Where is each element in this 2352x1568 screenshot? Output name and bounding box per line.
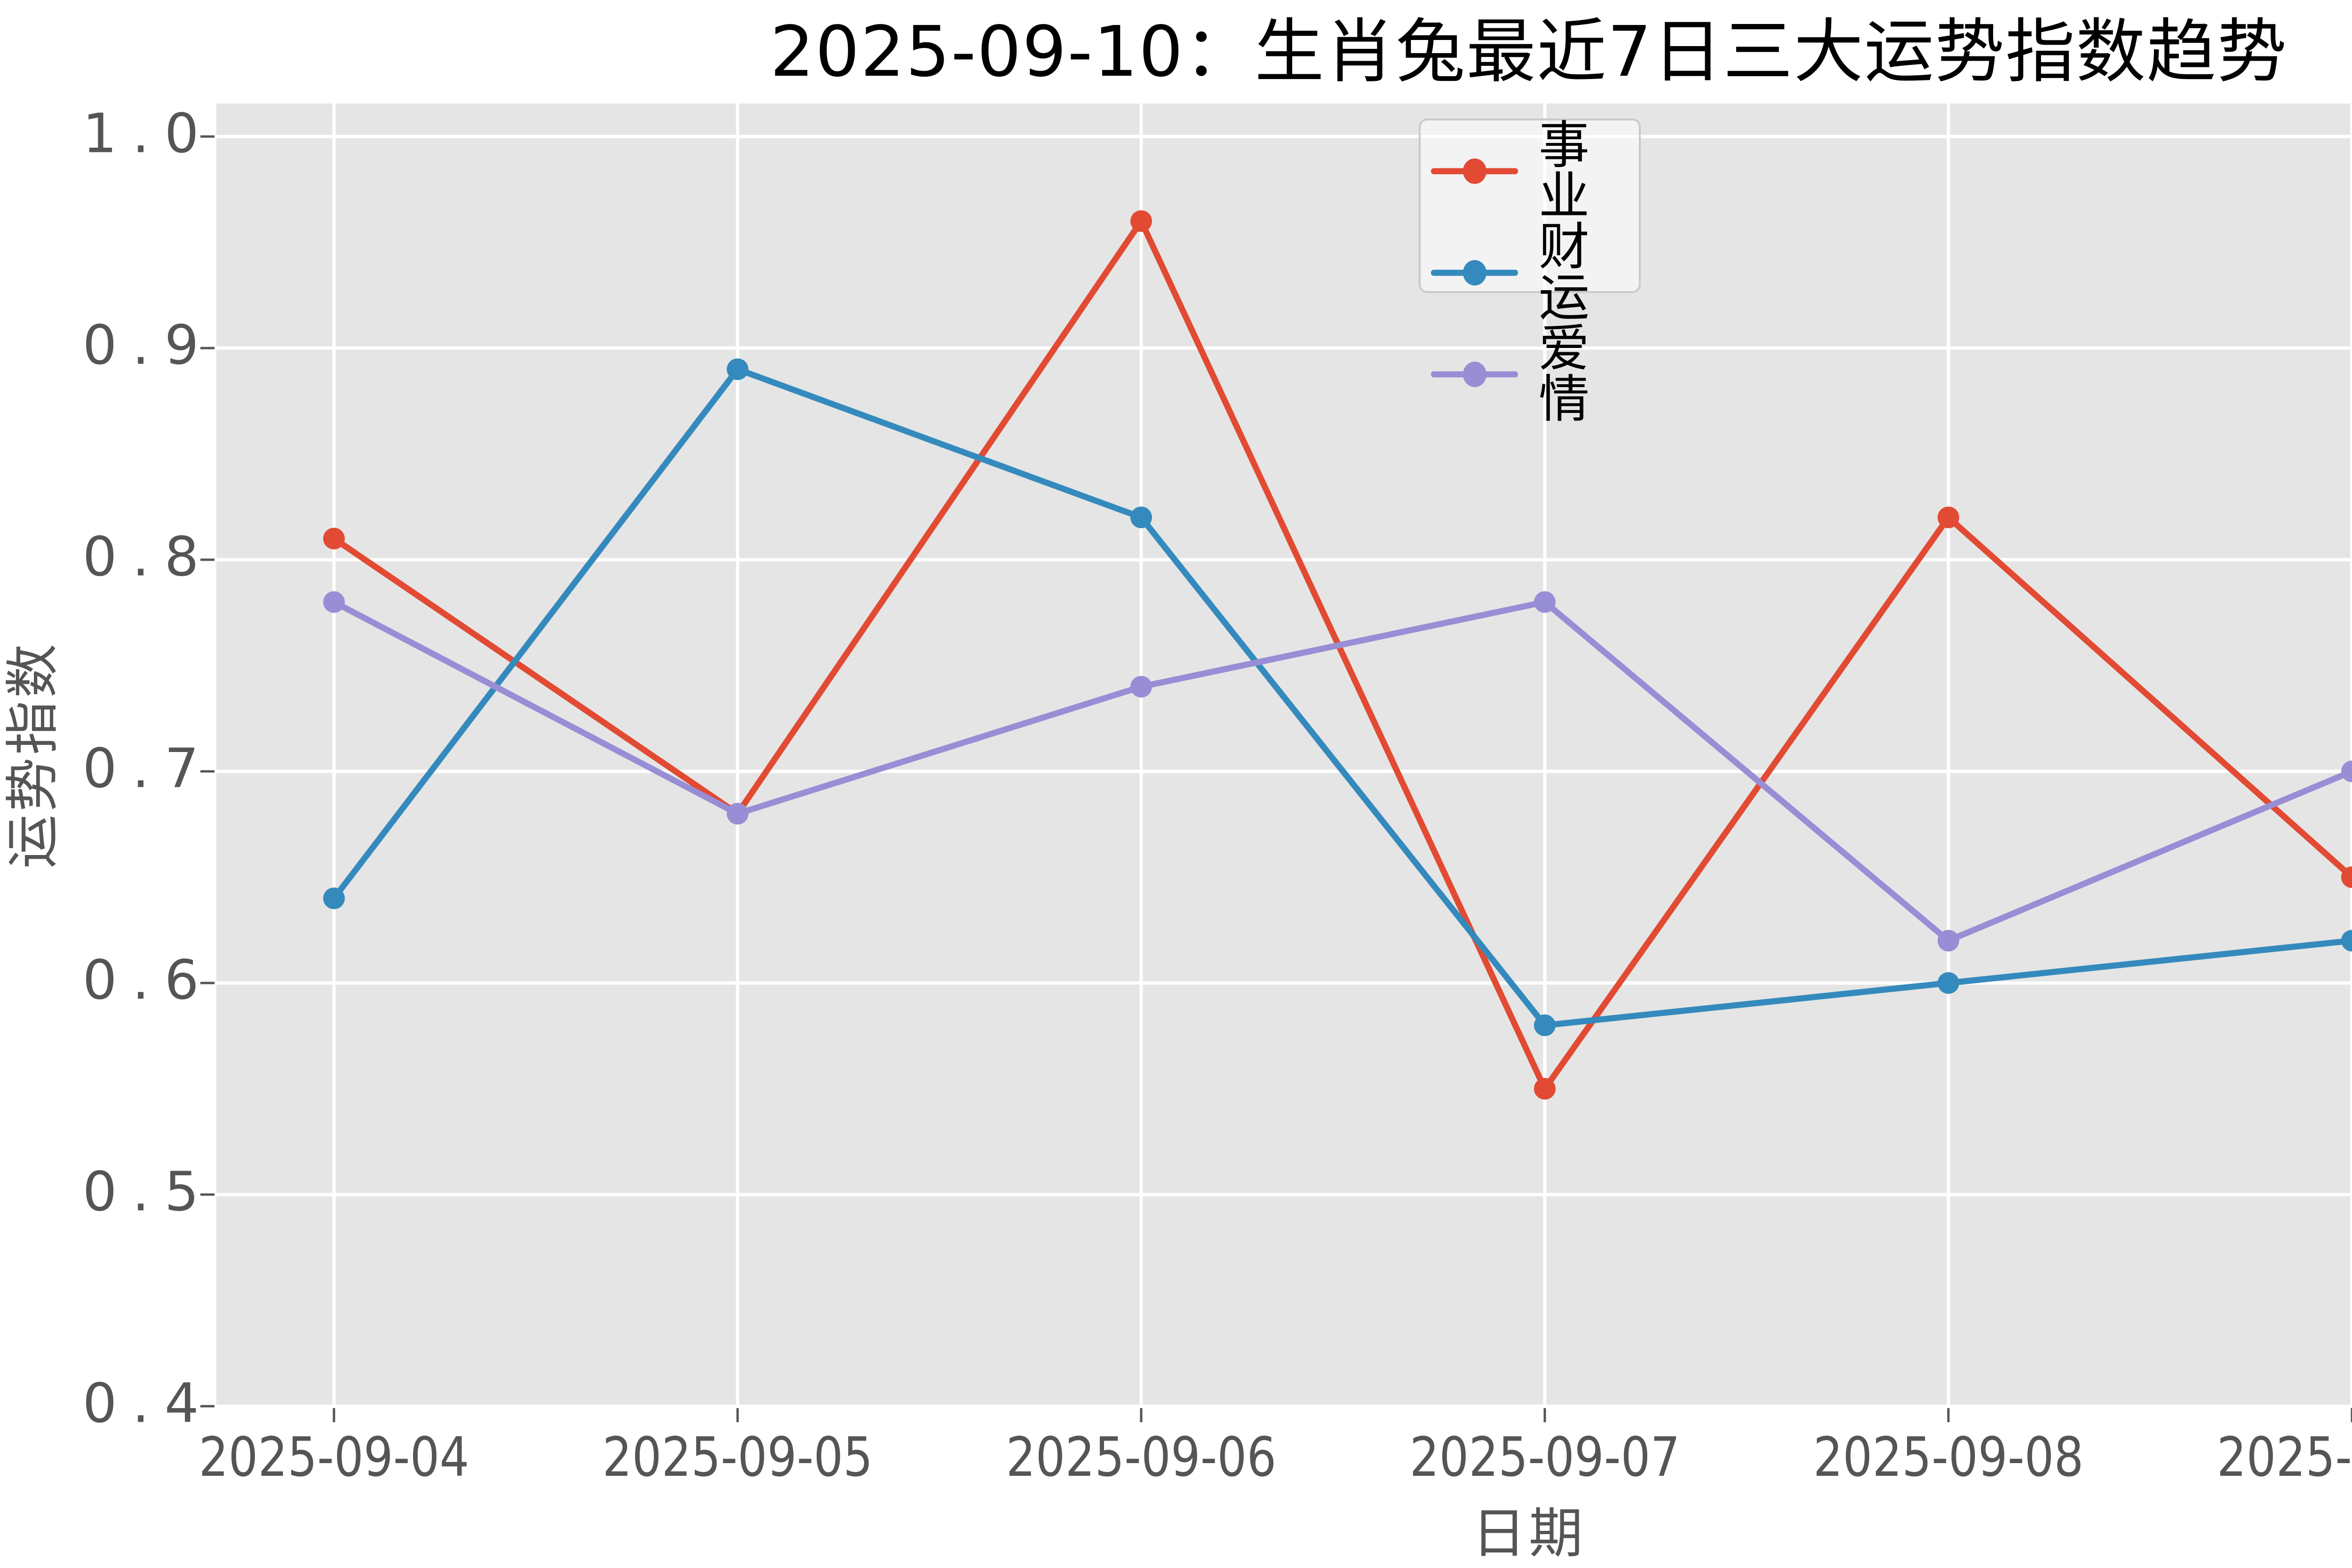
x-tick-label-2025-09-05: 2025-09-05 — [602, 1426, 873, 1489]
x-tick-label-2025-09-06: 2025-09-06 — [1006, 1426, 1277, 1489]
data-point-love-2025-09-04 — [323, 591, 345, 613]
data-point-wealth-2025-09-05 — [727, 358, 748, 380]
y-tick-label-0.5: 0.5 — [82, 1160, 214, 1224]
data-point-wealth-2025-09-07 — [1534, 1014, 1556, 1037]
y-tick-label-0.6: 0.6 — [82, 949, 214, 1012]
y-tick-label-1.0: 1.0 — [82, 102, 214, 166]
legend-dot-career — [1462, 158, 1486, 184]
y-tick-label-0.8: 0.8 — [82, 525, 214, 589]
legend: 事业 财运 爱情 — [1419, 119, 1641, 425]
data-point-career-2025-09-07 — [1534, 1078, 1556, 1100]
data-point-career-2025-09-04 — [323, 528, 345, 550]
data-point-love-2025-09-06 — [1130, 676, 1152, 698]
x-tick-label-2025-09-07: 2025-09-07 — [1409, 1426, 1680, 1489]
data-point-love-2025-09-09 — [2341, 760, 2352, 783]
legend-item-wealth: 财运 — [1431, 222, 1639, 324]
data-point-wealth-2025-09-08 — [1938, 972, 1959, 994]
x-tick-label-2025-09-09: 2025-09-09 — [2217, 1426, 2352, 1489]
x-axis-label: 日期 — [1471, 1502, 1586, 1565]
data-point-wealth-2025-09-04 — [323, 887, 345, 910]
data-point-career-2025-09-09 — [2341, 866, 2352, 888]
data-point-love-2025-09-07 — [1534, 591, 1556, 613]
y-tick-label-0.9: 0.9 — [82, 314, 214, 377]
legend-label-wealth: 财运 — [1539, 218, 1592, 327]
legend-marker-wealth-icon — [1431, 260, 1518, 285]
legend-dot-love — [1462, 362, 1486, 387]
y-axis-label: 运势指数 — [1, 641, 64, 869]
y-tick-label-0.4: 0.4 — [82, 1372, 214, 1435]
data-point-career-2025-09-08 — [1938, 507, 1959, 529]
legend-marker-career-icon — [1431, 158, 1518, 184]
data-point-career-2025-09-06 — [1130, 210, 1152, 232]
x-tick-label-2025-09-04: 2025-09-04 — [199, 1426, 469, 1489]
legend-item-career: 事业 — [1431, 120, 1639, 222]
legend-item-love: 爱情 — [1431, 324, 1639, 425]
legend-label-love: 爱情 — [1539, 319, 1592, 429]
data-point-wealth-2025-09-09 — [2341, 930, 2352, 952]
data-point-wealth-2025-09-06 — [1130, 507, 1152, 529]
legend-dot-wealth — [1462, 260, 1486, 285]
x-tick-label-2025-09-08: 2025-09-08 — [1813, 1426, 2084, 1489]
chart-title: 2025-09-10：生肖兔最近7日三大运势指数趋势 — [770, 11, 2288, 92]
data-point-love-2025-09-08 — [1938, 930, 1959, 952]
data-point-love-2025-09-05 — [727, 803, 748, 825]
legend-label-career: 事业 — [1539, 116, 1592, 226]
legend-marker-love-icon — [1431, 362, 1518, 387]
plot-background — [216, 103, 2352, 1406]
y-tick-label-0.7: 0.7 — [82, 737, 214, 800]
